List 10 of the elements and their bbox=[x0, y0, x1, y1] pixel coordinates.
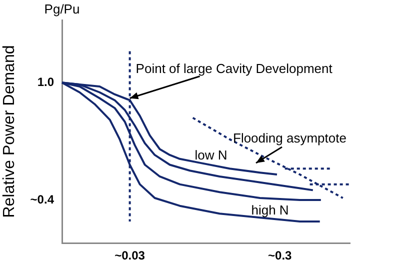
annotation: high N bbox=[251, 202, 289, 218]
text: Pg/Pu bbox=[44, 2, 80, 17]
annotation: low N bbox=[194, 148, 228, 163]
y-axis-title: Relative Power Demand bbox=[1, 45, 18, 218]
annotation: Flooding asymptote bbox=[233, 130, 346, 146]
x-tick-label: ~0.3 bbox=[268, 248, 292, 263]
y-tick-label: 1.0 bbox=[37, 74, 54, 89]
x-tick-label: ~0.03 bbox=[114, 248, 146, 263]
annotation: Point of large Cavity Development bbox=[136, 60, 333, 76]
y-tick-label: ~0.4 bbox=[30, 192, 54, 206]
